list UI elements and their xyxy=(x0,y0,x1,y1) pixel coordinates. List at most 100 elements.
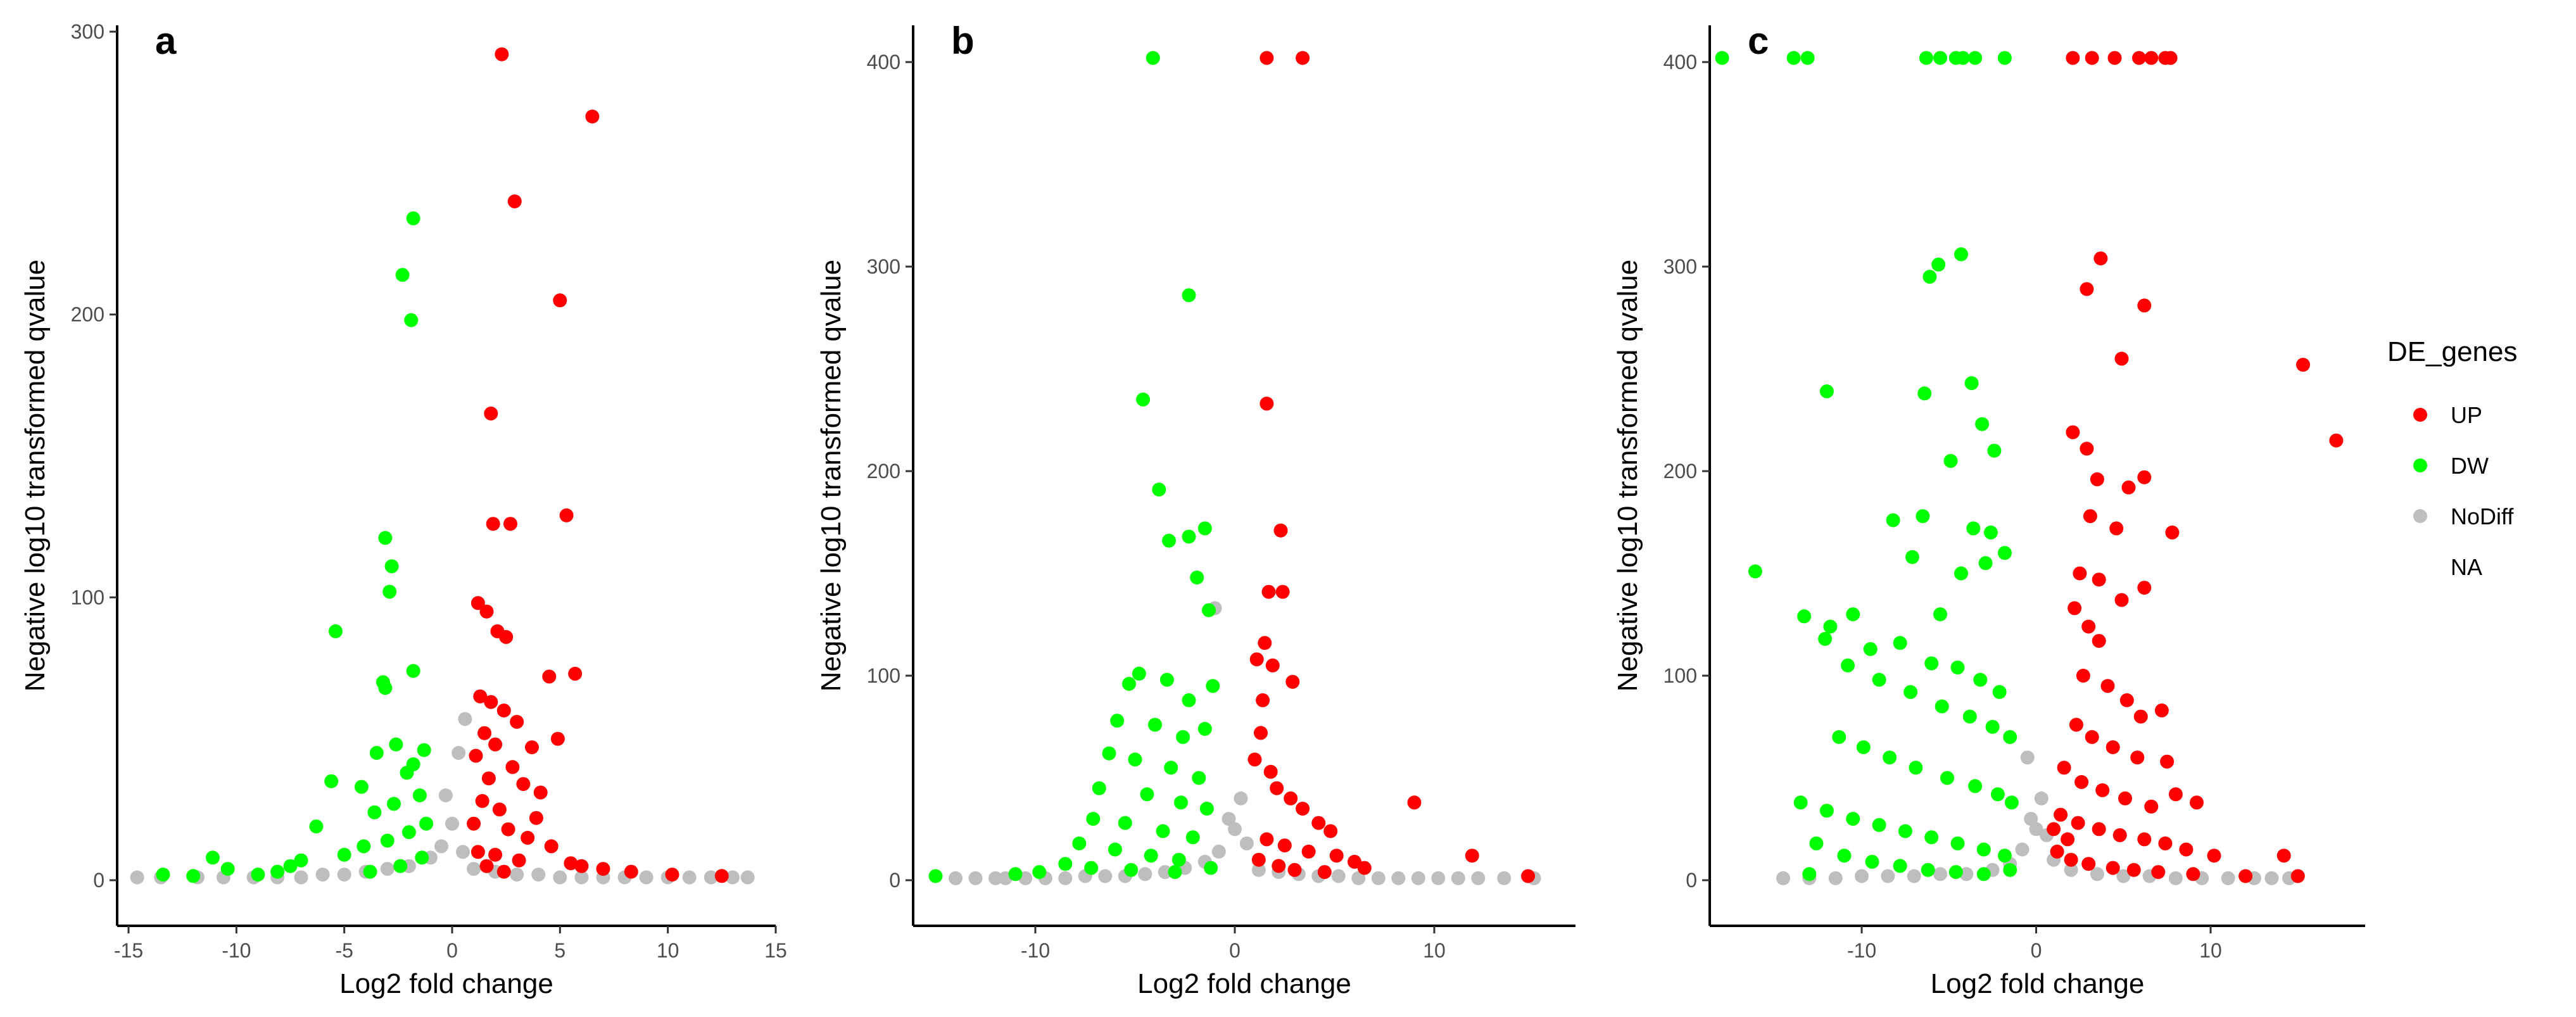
point-dw-b xyxy=(1182,529,1196,544)
point-up-c xyxy=(2081,619,2096,634)
x-tick-label: -15 xyxy=(114,939,143,962)
point-nodiff-b xyxy=(1497,871,1512,885)
point-dw-b xyxy=(1124,862,1139,877)
point-up-c xyxy=(2106,861,2120,875)
point-up-c xyxy=(2106,740,2120,754)
y-axis-title: Negative log10 transformed qvalue xyxy=(1612,260,1643,692)
point-up-c xyxy=(2296,358,2310,372)
point-up-b xyxy=(1270,781,1284,795)
point-dw-b xyxy=(1118,816,1132,830)
point-dw-b xyxy=(1092,781,1106,795)
point-dw-b xyxy=(1182,288,1196,303)
point-nodiff-c xyxy=(1907,869,1921,883)
point-dw-a xyxy=(382,584,397,599)
point-up-c xyxy=(2061,832,2075,847)
point-nodiff-a xyxy=(725,870,740,885)
point-nodiff-b xyxy=(1098,869,1113,883)
point-dw-c xyxy=(1964,376,1979,391)
point-up-a xyxy=(467,816,481,831)
point-dw-c xyxy=(1863,642,1878,656)
point-up-b xyxy=(1285,674,1300,689)
point-dw-b xyxy=(1204,861,1218,875)
point-dw-c xyxy=(1904,685,1918,699)
point-nodiff-b xyxy=(1391,871,1406,885)
point-up-b xyxy=(1261,584,1276,599)
point-up-b xyxy=(1277,838,1292,853)
point-nodiff-b xyxy=(1138,867,1152,881)
point-dw-c xyxy=(1841,658,1855,673)
point-dw-b xyxy=(1072,836,1087,850)
point-up-a xyxy=(574,859,589,873)
point-up-c xyxy=(2092,634,2106,648)
x-tick-label: 10 xyxy=(657,939,679,962)
point-dw-a xyxy=(309,819,324,834)
y-tick-label: 200 xyxy=(867,460,900,483)
point-nodiff-b xyxy=(1058,871,1073,885)
point-dw-b xyxy=(1144,849,1158,863)
point-nodiff-a xyxy=(438,788,453,802)
legend-label-up: UP xyxy=(2451,402,2482,428)
legend-item-na: NA xyxy=(2451,554,2482,580)
point-up-a xyxy=(665,868,679,882)
point-up-b xyxy=(1273,523,1288,538)
legend-item-up: UP xyxy=(2413,402,2482,428)
point-up-a xyxy=(484,407,498,420)
point-dw-c xyxy=(1968,51,1983,65)
point-dw-c xyxy=(1935,699,1949,714)
point-dw-a xyxy=(378,531,393,545)
point-up-c xyxy=(2121,480,2136,495)
point-dw-c xyxy=(1793,795,1808,810)
point-up-a xyxy=(533,785,548,800)
point-up-c xyxy=(2074,775,2089,789)
point-dw-a xyxy=(415,850,429,865)
point-dw-a xyxy=(406,664,420,678)
panel-b: b 0 100 200 300 400 -10 0 10 Log2 fold change Nega… xyxy=(816,20,1575,999)
point-dw-a xyxy=(412,788,427,802)
point-up-a xyxy=(553,293,567,308)
point-up-a xyxy=(596,862,610,876)
point-dw-c xyxy=(1943,453,1958,468)
point-dw-b xyxy=(1174,795,1188,810)
point-dw-b xyxy=(1058,857,1073,871)
point-up-c xyxy=(2057,761,2071,775)
point-dw-c xyxy=(1997,849,2012,863)
point-dw-c xyxy=(1916,509,1930,524)
point-nodiff-b xyxy=(1431,871,1446,885)
point-nodiff-b xyxy=(1411,871,1425,885)
point-up-c xyxy=(2080,282,2094,296)
point-nodiff-a xyxy=(434,839,448,854)
point-up-b xyxy=(1256,693,1270,707)
point-up-a xyxy=(479,604,494,619)
point-nodiff-b xyxy=(968,871,983,885)
point-up-a xyxy=(714,869,729,883)
point-nodiff-a xyxy=(456,845,470,859)
point-up-a xyxy=(544,839,559,854)
point-nodiff-a xyxy=(451,746,466,760)
y-tick-label: 300 xyxy=(71,20,104,43)
point-up-a xyxy=(542,669,557,684)
point-up-c xyxy=(2290,869,2305,883)
point-dw-a xyxy=(419,816,434,831)
y-tick-label: 300 xyxy=(867,255,900,278)
point-up-a xyxy=(568,666,583,681)
point-dw-c xyxy=(1893,859,1907,873)
point-up-c xyxy=(2158,836,2173,850)
point-up-c xyxy=(2114,593,2129,607)
point-nodiff-c xyxy=(2029,822,2043,837)
point-nodiff-c xyxy=(1959,867,1974,881)
point-dw-b xyxy=(1128,752,1142,767)
point-dw-c xyxy=(1976,867,1991,881)
panel-label-b: b xyxy=(951,20,975,62)
point-nodiff-c xyxy=(1881,869,1895,883)
point-dw-c xyxy=(1818,631,1833,646)
point-up-b xyxy=(1407,795,1422,810)
point-up-c xyxy=(2054,807,2068,822)
point-up-c xyxy=(2130,750,2145,765)
legend-label-nodiff: NoDiff xyxy=(2451,503,2514,529)
point-up-a xyxy=(486,517,500,531)
point-up-a xyxy=(564,856,578,871)
point-dw-b xyxy=(1110,714,1125,728)
point-up-c xyxy=(2151,865,2166,880)
point-dw-c xyxy=(1809,836,1824,850)
